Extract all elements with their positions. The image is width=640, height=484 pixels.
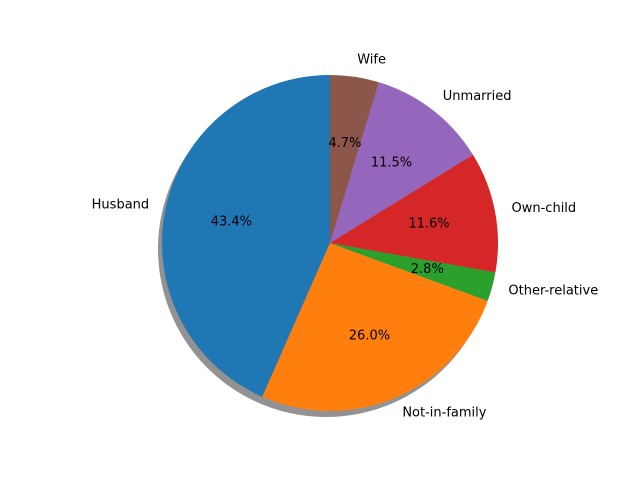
pie-slice-husband	[161, 75, 330, 397]
category-label-unmarried: Unmarried	[443, 89, 512, 104]
percent-label-wife: 4.7%	[328, 136, 361, 151]
pie-labels-layer: Husband 43.4% Not-in-family 26.0% Other-rela…	[92, 53, 599, 421]
pie-slices-layer	[161, 75, 498, 412]
percent-label-not-in-family: 26.0%	[349, 328, 390, 343]
pie-slice-unmarried	[330, 82, 473, 244]
category-label-wife: Wife	[357, 53, 386, 68]
percent-label-unmarried: 11.5%	[371, 156, 412, 171]
pie-slice-wife	[330, 75, 379, 243]
pie-slice-own-child	[330, 154, 498, 273]
category-label-husband: Husband	[92, 197, 150, 212]
category-label-own-child: Own-child	[512, 201, 577, 216]
pie-slice-other-relative	[330, 243, 496, 301]
percent-label-other-relative: 2.8%	[411, 262, 444, 277]
category-label-not-in-family: Not-in-family	[402, 406, 486, 421]
percent-label-own-child: 11.6%	[408, 217, 449, 232]
percent-label-husband: 43.4%	[211, 215, 252, 230]
pie-slice-not-in-family	[262, 243, 488, 412]
category-label-other-relative: Other-relative	[508, 284, 598, 299]
